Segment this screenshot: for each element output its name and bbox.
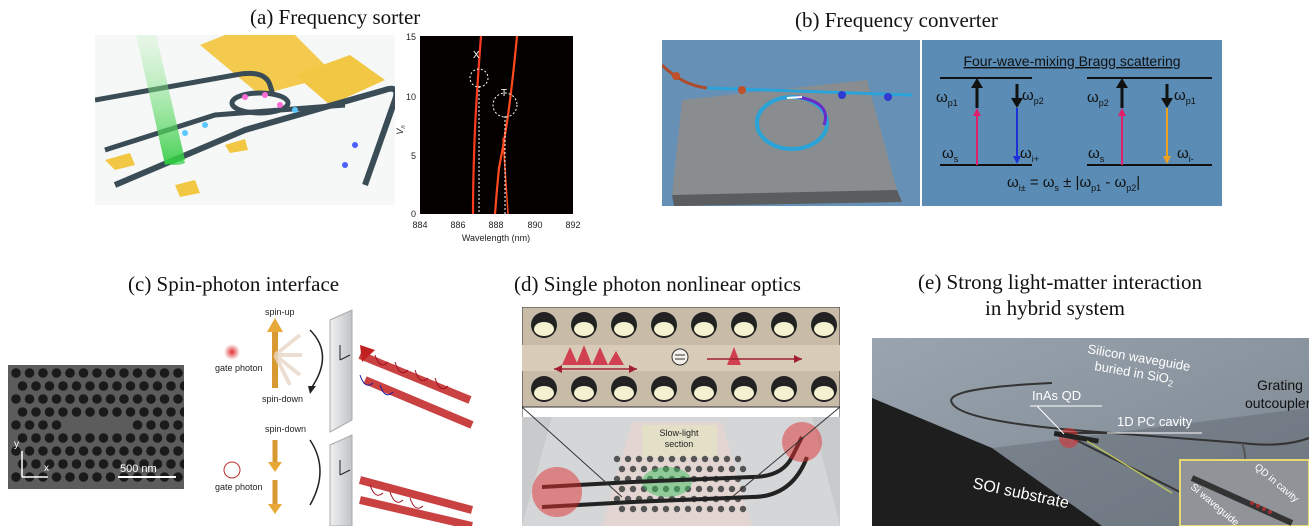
chart-marker-x-label: X <box>473 50 480 61</box>
slow-light-label-2: section <box>665 439 694 449</box>
grating-label-2: outcoupler <box>1245 395 1309 411</box>
panel-a-chart: X T 15 10 5 0 884 886 888 890 892 Wavele… <box>395 32 580 243</box>
panel-b-energy-diagram <box>922 40 1222 206</box>
chart-xtick-886: 886 <box>450 220 465 230</box>
panel-c-title: (c) Spin-photon interface <box>128 272 340 296</box>
gate-photon-label-2: gate photon <box>215 482 263 492</box>
chart-ylabel: Vn <box>395 125 407 135</box>
panel-d-title: (d) Single photon nonlinear optics <box>514 272 801 296</box>
panel-c-spin-illustration: spin-up gate photon spin-down spin-down … <box>215 307 474 526</box>
panel-e-title-line2: in hybrid system <box>985 296 1125 320</box>
panel-e-illustration: Silicon waveguide buried in SiO2 InAs QD… <box>872 338 1309 526</box>
panel-e-inset <box>1179 459 1309 526</box>
sem-scale-label: 500 nm <box>120 463 157 475</box>
chart-marker-t-label: T <box>501 88 507 99</box>
pc-cavity-label: 1D PC cavity <box>1117 414 1193 429</box>
panel-b-ring-illustration <box>662 40 920 206</box>
fwm-heading: Four-wave-mixing Bragg scattering <box>963 53 1180 69</box>
chart-xlabel: Wavelength (nm) <box>462 233 530 243</box>
chart-marker-t-circle <box>492 92 518 118</box>
chart-series-t-line <box>493 35 519 215</box>
chart-ytick-0: 0 <box>411 209 416 219</box>
label-ws-right: ωs <box>1088 145 1105 164</box>
chart-xtick-888: 888 <box>488 220 503 230</box>
gate-photon-label-1: gate photon <box>215 363 263 373</box>
panel-d-illustration: Slow-light section <box>522 307 840 526</box>
panel-e-title-line1: (e) Strong light-matter interaction <box>918 270 1202 294</box>
grating-label-1: Grating <box>1257 377 1303 393</box>
conversion-equation: ωi± = ωs ± |ωp1 - ωp2| <box>1007 174 1140 193</box>
chart-xtick-884: 884 <box>412 220 427 230</box>
label-wiplus: ωi+ <box>1020 145 1039 164</box>
sem-axis-x: x <box>44 463 49 474</box>
sem-axis-y: y <box>14 439 19 450</box>
panel-b-energy-svg: Four-wave-mixing Bragg scattering ωp1 ωp… <box>936 53 1212 193</box>
chart-xtick-890: 890 <box>527 220 542 230</box>
chart-xtick-892: 892 <box>565 220 580 230</box>
label-wp1-left: ωp1 <box>936 89 958 108</box>
chart-ytick-15: 15 <box>406 32 416 42</box>
chart-ytick-5: 5 <box>411 151 416 161</box>
panel-a-device-illustration <box>95 35 395 205</box>
label-wp2-left: ωp2 <box>1022 87 1044 106</box>
spin-down-label-2: spin-down <box>265 424 306 434</box>
chart-series-x-line <box>471 35 483 215</box>
label-wp2-right: ωp2 <box>1087 89 1109 108</box>
panel-c-sem-image: y x 500 nm <box>8 365 184 489</box>
panel-b-title: (b) Frequency converter <box>795 8 998 32</box>
label-wiminus: ωi- <box>1177 145 1194 164</box>
label-ws-left: ωs <box>942 145 959 164</box>
slow-light-label-1: Slow-light <box>659 428 699 438</box>
panel-a-title: (a) Frequency sorter <box>250 5 421 29</box>
chart-marker-x-circle <box>469 68 489 88</box>
label-wp1-right: ωp1 <box>1174 87 1196 106</box>
inas-qd-label: InAs QD <box>1032 388 1081 403</box>
chart-ytick-10: 10 <box>406 92 416 102</box>
spin-down-label-1: spin-down <box>262 394 303 404</box>
spin-up-label: spin-up <box>265 307 295 317</box>
